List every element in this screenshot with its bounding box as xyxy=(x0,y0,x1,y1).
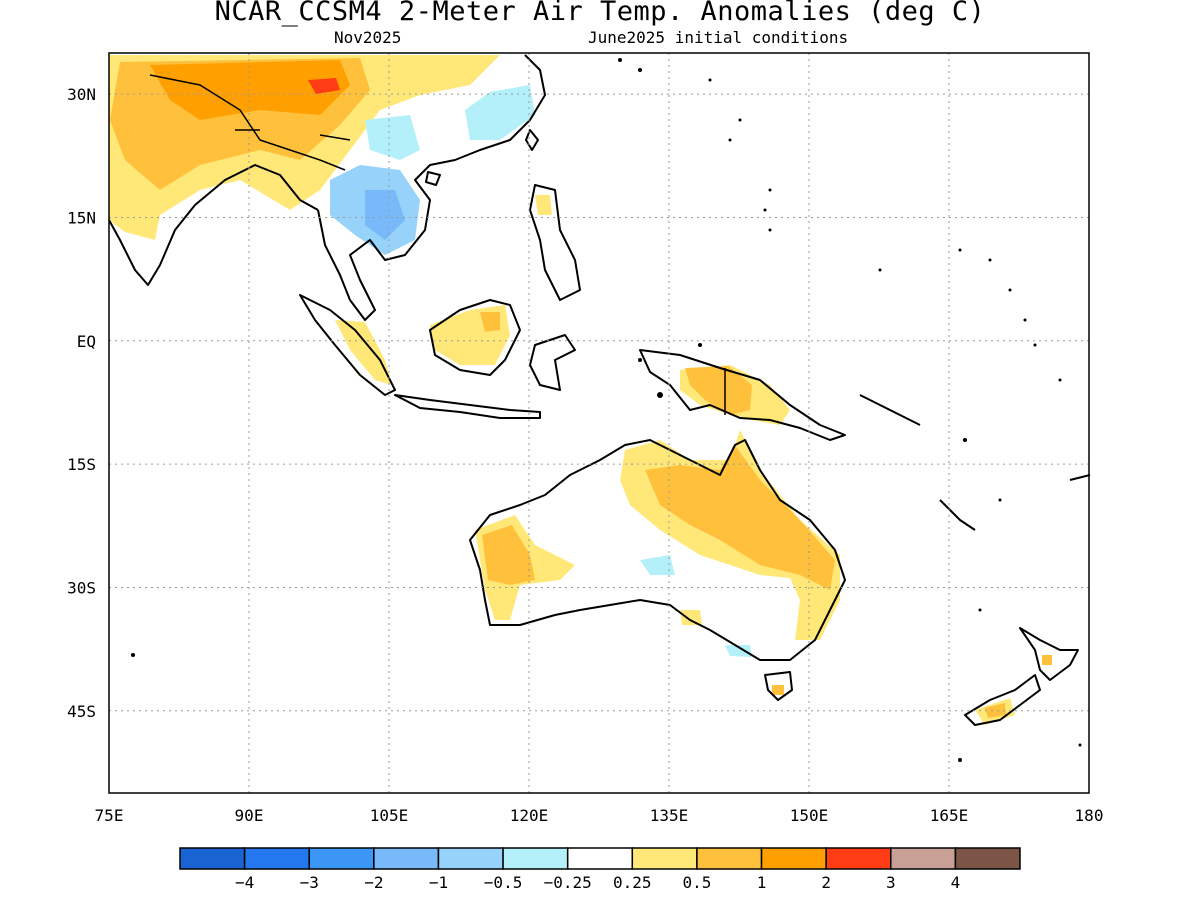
colorbar-swatch xyxy=(760,847,827,870)
map-frame xyxy=(108,52,1090,794)
longitude-ticks: 75E 90E 105E 120E 135E 150E 165E 180 xyxy=(95,806,1104,825)
lon-tick-label: 135E xyxy=(650,806,689,825)
colorbar-swatch xyxy=(373,847,440,870)
colorbar-swatch xyxy=(566,847,634,870)
coast-solomons xyxy=(859,394,921,426)
anomaly-fields xyxy=(109,55,1052,725)
colorbar-label: 2 xyxy=(821,873,831,892)
latitude-ticks: 30N 15N EQ 15S 30S 45S xyxy=(67,85,96,721)
coast-se-asia xyxy=(317,54,546,321)
colorbar-label: 1 xyxy=(757,873,767,892)
colorbar-label: −2 xyxy=(364,873,383,892)
colorbar-swatch xyxy=(502,847,569,870)
forecast-month: Nov2025 xyxy=(334,28,402,47)
graticule xyxy=(109,53,1089,793)
colorbar-swatch xyxy=(954,847,1021,870)
lat-tick-label: 45S xyxy=(67,702,96,721)
lon-tick-label: 90E xyxy=(235,806,264,825)
anomaly-region-queensland-warm xyxy=(645,445,835,590)
anomaly-region-new-guinea-warm xyxy=(685,366,752,415)
lon-tick-label: 180 xyxy=(1075,806,1104,825)
colorbar-label: 3 xyxy=(886,873,896,892)
colorbar-swatch xyxy=(437,847,504,870)
coast-nz-north xyxy=(1019,627,1079,681)
anomaly-region-west-australia-warm xyxy=(482,525,535,585)
coast-sumatra xyxy=(299,294,396,396)
lat-tick-label: EQ xyxy=(77,332,96,351)
coast-borneo xyxy=(429,299,521,376)
colorbar-label: −1 xyxy=(429,873,448,892)
anomaly-region-borneo-warm xyxy=(480,312,500,332)
lon-tick-label: 150E xyxy=(790,806,829,825)
coast-taiwan xyxy=(525,129,539,151)
coast-australia xyxy=(469,439,846,661)
anomaly-region-tasmania xyxy=(772,685,784,695)
coast-new-guinea xyxy=(639,349,846,441)
anomaly-region-indochina-cool-strong xyxy=(365,190,405,240)
colorbar-label: 0.25 xyxy=(613,873,652,892)
lat-tick-label: 30N xyxy=(67,85,96,104)
map-title: NCAR_CCSM4 2-Meter Air Temp. Anomalies (… xyxy=(214,0,986,27)
anomaly-region-nz-north xyxy=(1042,655,1052,665)
coast-hainan xyxy=(425,171,441,186)
initial-conditions: June2025 initial conditions xyxy=(588,28,849,47)
coast-philippines xyxy=(529,184,581,301)
coast-java xyxy=(394,394,541,419)
anomaly-region-bass-cool xyxy=(725,645,752,657)
colorbar-swatch xyxy=(308,847,375,870)
lat-tick-label: 15S xyxy=(67,455,96,474)
lon-tick-label: 75E xyxy=(95,806,124,825)
anomaly-region-nz-south-warm xyxy=(985,703,1006,718)
border-asia xyxy=(149,74,351,171)
colorbar-label: −3 xyxy=(300,873,319,892)
anomaly-region-central-australia-cool xyxy=(640,555,675,575)
lon-tick-label: 120E xyxy=(510,806,549,825)
lon-tick-label: 105E xyxy=(370,806,409,825)
colorbar-swatch xyxy=(243,847,310,870)
colorbar-label: −0.5 xyxy=(484,873,523,892)
anomaly-region-tibet-hot xyxy=(308,78,340,94)
anomaly-region-south-china-cool xyxy=(365,115,420,160)
anomaly-region-philippines xyxy=(535,195,552,215)
coast-sulawesi xyxy=(529,334,576,391)
colorbar-label: −4 xyxy=(235,873,254,892)
colorbar-swatch xyxy=(631,847,698,870)
anomaly-region-tibet-strong xyxy=(150,60,350,120)
colorbar-swatch xyxy=(179,847,246,870)
lat-tick-label: 15N xyxy=(67,208,96,227)
colorbar-label: 4 xyxy=(951,873,961,892)
coast-vanuatu xyxy=(939,499,976,531)
coast-tasmania xyxy=(764,671,793,701)
anomaly-region-se-australia xyxy=(680,610,702,625)
coastlines xyxy=(108,54,1091,726)
lat-tick-label: 30S xyxy=(67,578,96,597)
colorbar-label: −0.25 xyxy=(544,873,592,892)
anomaly-region-china-cool xyxy=(465,85,535,140)
colorbar-swatch xyxy=(890,847,957,870)
colorbar-swatch xyxy=(825,847,892,870)
coast-nz-south xyxy=(964,674,1041,726)
colorbar xyxy=(179,847,1021,870)
colorbar-swatch xyxy=(696,847,763,870)
small-islands xyxy=(131,58,1082,762)
colorbar-label: 0.5 xyxy=(682,873,711,892)
coast-fiji xyxy=(1069,474,1091,481)
anomaly-region-sumatra xyxy=(335,320,392,385)
coast-india xyxy=(108,164,319,286)
lon-tick-label: 165E xyxy=(930,806,969,825)
colorbar-labels: −4 −3 −2 −1 −0.5 −0.25 0.25 0.5 1 2 3 4 xyxy=(235,873,960,892)
